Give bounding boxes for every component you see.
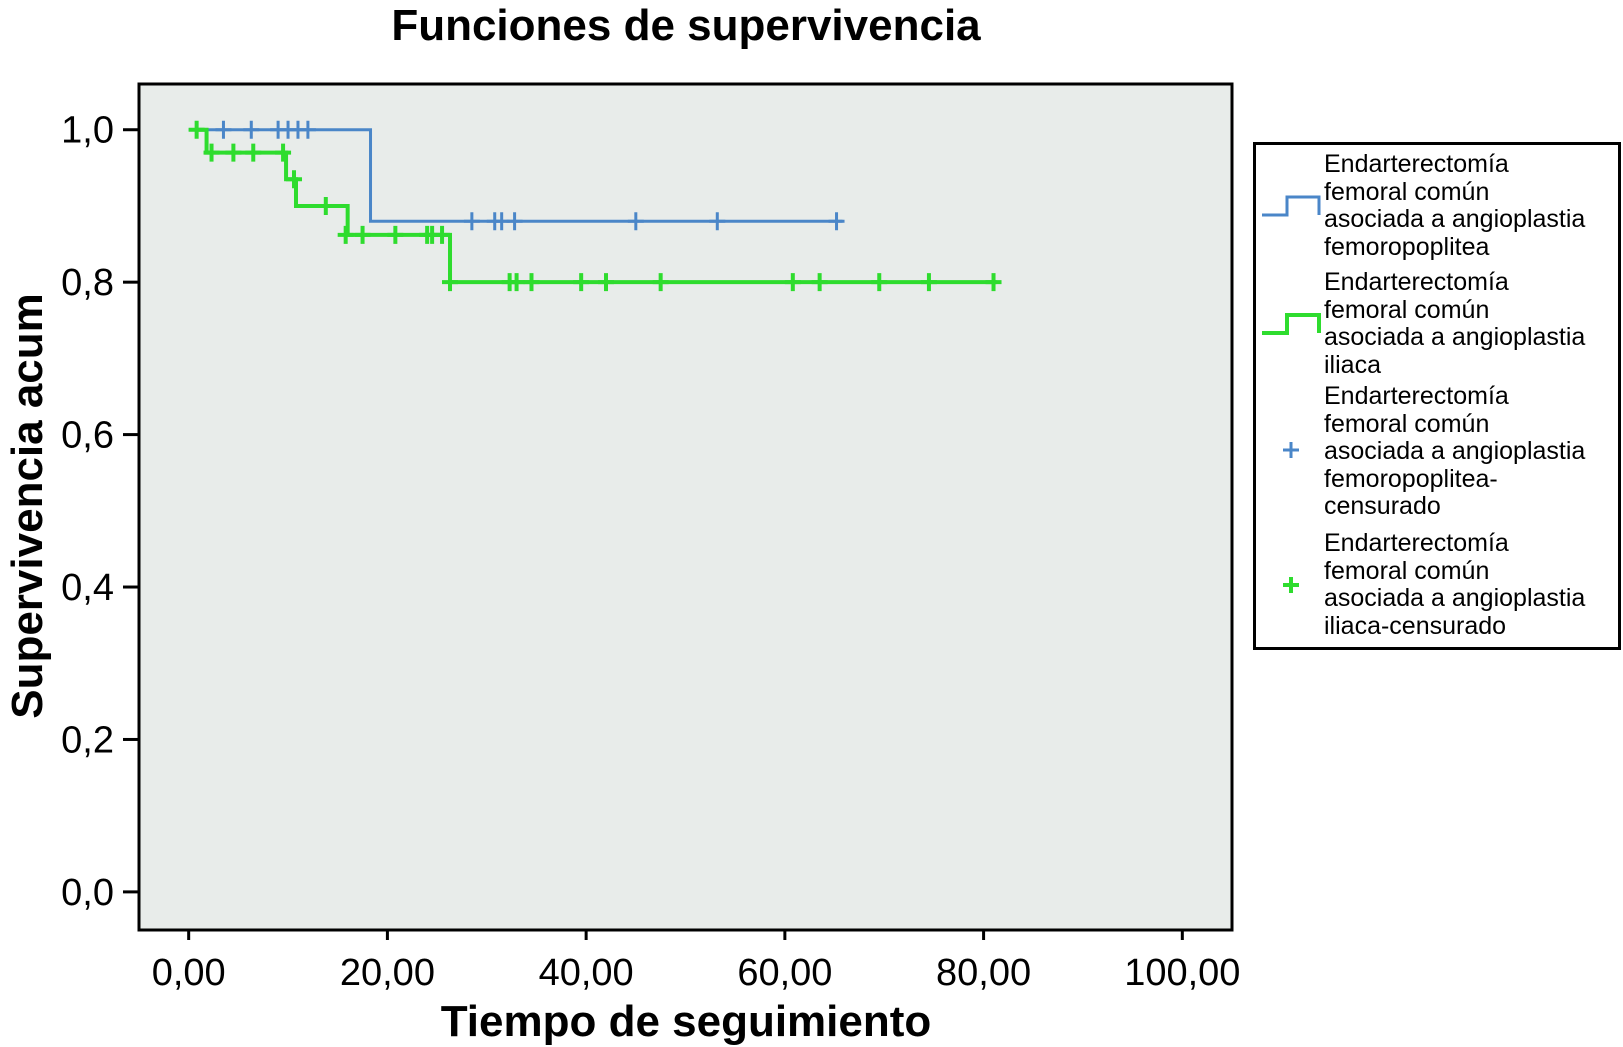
- y-axis: 0,0 0,2 0,4 0,6 0,8 1,0: [61, 110, 139, 914]
- legend-swatch-femoropoplitea-censurado: [1283, 442, 1299, 458]
- y-tick-label: 0,6: [61, 415, 114, 457]
- legend-swatch-femoropoplitea: [1262, 195, 1321, 217]
- x-tick-label: 80,00: [936, 952, 1031, 994]
- censored-mark: [985, 273, 1002, 292]
- censored-mark: [871, 273, 888, 292]
- censored-mark: [784, 273, 801, 292]
- censored-mark: [215, 120, 232, 139]
- censored-mark: [434, 225, 451, 244]
- censored-mark: [354, 225, 371, 244]
- legend-label-femoropoplitea: Endarterectomía femoral común asociada a…: [1324, 150, 1586, 261]
- series-layer: [188, 120, 1002, 292]
- y-tick-label: 0,2: [61, 719, 114, 761]
- censored-mark: [508, 273, 525, 292]
- x-tick-label: 0,00: [152, 952, 226, 994]
- legend-label-iliaca: Endarterectomía femoral común asociada a…: [1324, 268, 1586, 379]
- y-axis-label: Supervivencia acum: [3, 293, 52, 719]
- survival-step-line: [196, 127, 997, 285]
- censored-mark: [299, 120, 316, 139]
- censored-mark: [286, 170, 303, 189]
- censored-mark: [652, 273, 669, 292]
- x-tick-label: 60,00: [737, 952, 832, 994]
- y-tick-label: 0,8: [61, 262, 114, 304]
- y-tick-label: 1,0: [61, 110, 114, 152]
- censored-mark: [920, 273, 937, 292]
- x-axis-label: Tiempo de seguimiento: [441, 997, 932, 1046]
- censored-mark: [337, 225, 354, 244]
- censored-mark: [463, 212, 480, 231]
- censored-mark: [828, 212, 845, 231]
- legend-label-femoropoplitea-censurado: Endarterectomía femoral común asociada a…: [1324, 382, 1586, 520]
- x-axis: 0,00 20,00 40,00 60,00 80,00 100,00: [152, 930, 1240, 994]
- censored-mark: [523, 273, 540, 292]
- y-tick-label: 0,4: [61, 567, 114, 609]
- censored-mark: [506, 212, 523, 231]
- x-tick-label: 20,00: [340, 952, 435, 994]
- legend: Endarterectomía femoral común asociada a…: [1253, 142, 1621, 650]
- censored-mark: [188, 120, 205, 139]
- legend-swatch-iliaca-censurado: [1283, 577, 1299, 593]
- legend-swatch-iliaca: [1262, 313, 1321, 335]
- censored-mark: [225, 143, 242, 162]
- censored-mark: [243, 120, 260, 139]
- censored-mark: [627, 212, 644, 231]
- x-tick-label: 40,00: [539, 952, 634, 994]
- censored-mark: [709, 212, 726, 231]
- censored-mark: [811, 273, 828, 292]
- censored-mark: [245, 143, 262, 162]
- censored-mark: [442, 273, 459, 292]
- series-group: [188, 120, 845, 231]
- censored-mark: [598, 273, 615, 292]
- plot-area: [137, 82, 1234, 932]
- legend-label-iliaca-censurado: Endarterectomía femoral común asociada a…: [1324, 529, 1586, 640]
- y-tick-label: 0,0: [61, 872, 114, 914]
- censored-mark: [203, 143, 220, 162]
- x-tick-label: 100,00: [1124, 952, 1240, 994]
- chart-title: Funciones de supervivencia: [391, 1, 981, 50]
- censored-mark: [387, 225, 404, 244]
- censored-mark: [275, 143, 292, 162]
- censored-mark: [317, 196, 334, 215]
- series-group: [188, 120, 1002, 292]
- censored-mark: [573, 273, 590, 292]
